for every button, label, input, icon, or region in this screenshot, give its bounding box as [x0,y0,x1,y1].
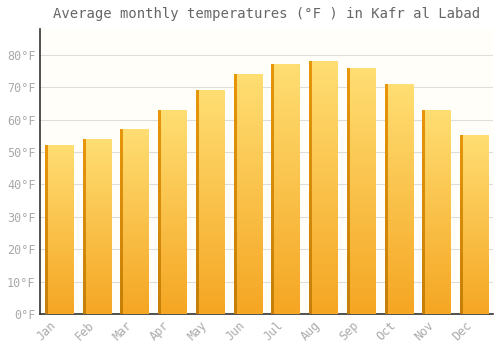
Title: Average monthly temperatures (°F ) in Kafr al Labad: Average monthly temperatures (°F ) in Ka… [53,7,480,21]
